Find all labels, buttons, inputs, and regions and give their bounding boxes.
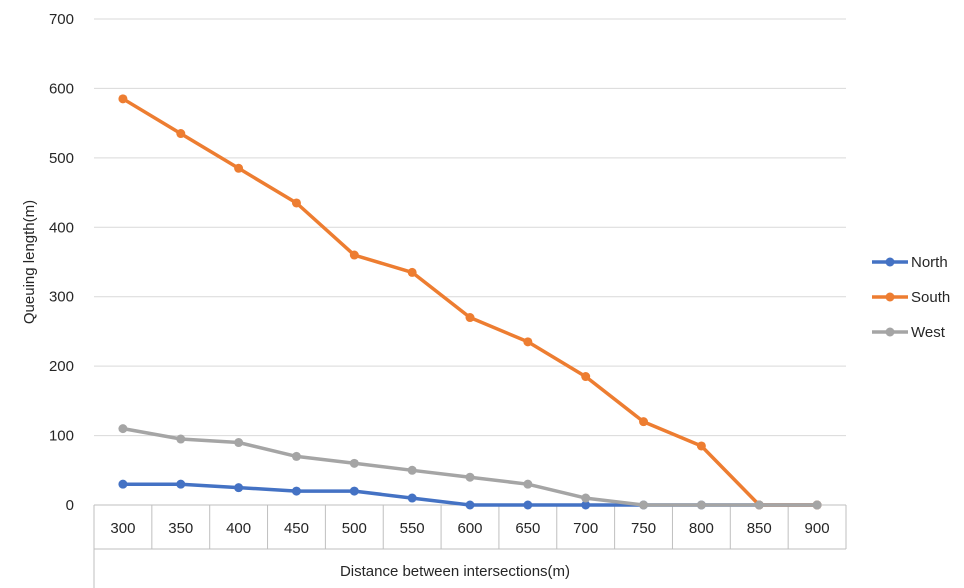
x-tick-label: 550 bbox=[400, 520, 425, 537]
legend-item-north: North bbox=[872, 254, 948, 271]
data-point-west bbox=[349, 458, 359, 468]
x-tick-label: 800 bbox=[689, 520, 714, 537]
series-west bbox=[118, 424, 822, 510]
data-point-west bbox=[291, 451, 301, 461]
y-tick-label: 300 bbox=[49, 289, 74, 306]
data-point-west bbox=[234, 438, 244, 448]
data-point-south bbox=[465, 313, 475, 323]
data-point-south bbox=[639, 417, 649, 427]
x-tick-label: 700 bbox=[573, 520, 598, 537]
legend-item-south: South bbox=[872, 289, 950, 306]
data-point-west bbox=[696, 500, 706, 510]
y-tick-label: 500 bbox=[49, 150, 74, 167]
data-point-south bbox=[349, 250, 359, 260]
data-point-north bbox=[176, 479, 186, 489]
data-point-west bbox=[465, 472, 475, 482]
series-line-west bbox=[121, 426, 819, 507]
y-tick-label: 600 bbox=[49, 80, 74, 97]
legend-swatch-marker bbox=[885, 327, 895, 337]
gridlines bbox=[94, 18, 846, 437]
data-point-west bbox=[639, 500, 649, 510]
legend-swatch-marker bbox=[885, 257, 895, 267]
data-point-west bbox=[407, 465, 417, 475]
data-point-south bbox=[581, 372, 591, 382]
legend-swatch-marker bbox=[885, 292, 895, 302]
data-point-north bbox=[349, 486, 359, 496]
data-point-south bbox=[696, 441, 706, 451]
data-point-west bbox=[523, 479, 533, 489]
y-tick-label: 400 bbox=[49, 219, 74, 236]
x-tick-label: 600 bbox=[457, 520, 482, 537]
data-point-south bbox=[407, 267, 417, 277]
data-point-west bbox=[754, 500, 764, 510]
data-point-south bbox=[176, 129, 186, 139]
data-point-south bbox=[523, 337, 533, 347]
legend: North South West bbox=[872, 254, 950, 341]
x-tick-label: 900 bbox=[805, 520, 830, 537]
data-point-north bbox=[407, 493, 417, 503]
data-point-north bbox=[118, 479, 128, 489]
legend-label: West bbox=[911, 324, 946, 341]
data-point-north bbox=[291, 486, 301, 496]
data-point-south bbox=[291, 198, 301, 208]
legend-label: North bbox=[911, 254, 948, 271]
series-line-south bbox=[121, 97, 819, 507]
x-tick-label: 400 bbox=[226, 520, 251, 537]
legend-label: South bbox=[911, 289, 950, 306]
y-axis-title: Queuing length(m) bbox=[21, 200, 38, 324]
y-axis-ticks: 0 100 200 300 400 500 600 700 bbox=[49, 11, 74, 514]
data-point-west bbox=[118, 424, 128, 434]
y-tick-label: 700 bbox=[49, 11, 74, 28]
x-tick-label: 500 bbox=[342, 520, 367, 537]
data-point-west bbox=[812, 500, 822, 510]
data-point-west bbox=[176, 434, 186, 444]
x-tick-label: 850 bbox=[747, 520, 772, 537]
x-tick-label: 450 bbox=[284, 520, 309, 537]
x-tick-label: 350 bbox=[168, 520, 193, 537]
y-tick-label: 100 bbox=[49, 428, 74, 445]
x-tick-label: 750 bbox=[631, 520, 656, 537]
x-tick-label: 300 bbox=[110, 520, 135, 537]
series bbox=[118, 94, 822, 510]
y-tick-label: 0 bbox=[66, 497, 74, 514]
data-point-north bbox=[581, 500, 591, 510]
data-point-north bbox=[234, 483, 244, 493]
x-axis-title: Distance between intersections(m) bbox=[340, 563, 570, 580]
y-tick-label: 200 bbox=[49, 358, 74, 375]
x-tick-label: 650 bbox=[515, 520, 540, 537]
series-south bbox=[118, 94, 822, 510]
legend-item-west: West bbox=[872, 324, 946, 341]
data-point-south bbox=[118, 94, 128, 104]
data-point-north bbox=[523, 500, 533, 510]
data-point-north bbox=[465, 500, 475, 510]
x-axis-ticks: 300 350 400 450 500 550 600 650 700 750 800 850 900 bbox=[110, 520, 829, 537]
data-point-west bbox=[581, 493, 591, 503]
data-point-south bbox=[234, 163, 244, 173]
